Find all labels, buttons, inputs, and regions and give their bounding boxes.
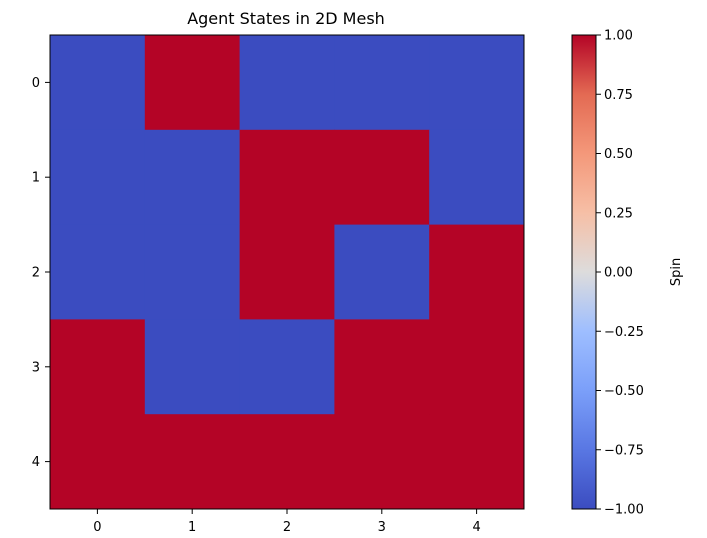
heatmap-cell-r4-c1: [144, 414, 241, 510]
heatmap-cell-r2-c2: [239, 224, 335, 320]
heatmap-cell-r1-c2: [239, 129, 335, 226]
heatmap-cell-r3-c0: [50, 319, 146, 415]
colorbar-tick-label: 0.25: [604, 206, 633, 221]
x-tick-label: 3: [378, 520, 386, 535]
x-tick-label: 1: [188, 520, 196, 535]
heatmap-cells: [50, 35, 525, 510]
heatmap-cell-r2-c0: [50, 224, 146, 320]
heatmap-cell-r3-c3: [334, 319, 430, 415]
heatmap-cell-r0-c1: [144, 35, 241, 131]
colorbar-tick-label: −0.50: [604, 384, 644, 399]
heatmap-cell-r2-c3: [334, 224, 430, 320]
chart-title: Agent States in 2D Mesh: [187, 9, 385, 28]
heatmap-cell-r3-c4: [429, 319, 525, 415]
x-tick-label: 4: [472, 520, 480, 535]
heatmap-cell-r2-c4: [429, 224, 525, 320]
heatmap-cell-r2-c1: [144, 224, 241, 320]
heatmap-cell-r0-c2: [239, 35, 335, 131]
heatmap-cell-r1-c4: [429, 129, 525, 226]
y-tick-label: 0: [32, 76, 40, 91]
y-tick-label: 4: [32, 455, 40, 470]
heatmap-cell-r4-c3: [334, 414, 430, 510]
heatmap-cell-r3-c2: [239, 319, 335, 415]
heatmap-cell-r0-c3: [334, 35, 430, 131]
heatmap-cell-r4-c4: [429, 414, 525, 510]
colorbar-tick-label: −1.00: [604, 503, 644, 518]
heatmap-cell-r1-c0: [50, 129, 146, 226]
colorbar-tick-label: −0.25: [604, 325, 644, 340]
x-tick-label: 0: [93, 520, 101, 535]
y-axis: 0 1 2 3 4: [32, 76, 50, 470]
heatmap-cell-r0-c4: [429, 35, 525, 131]
heatmap-cell-r1-c1: [144, 129, 241, 226]
colorbar-tick-label: 0.75: [604, 88, 633, 103]
heatmap-cell-r0-c0: [50, 35, 146, 131]
y-tick-label: 3: [32, 360, 40, 375]
y-tick-label: 2: [32, 266, 40, 281]
colorbar-tick-label: 1.00: [604, 29, 633, 44]
colorbar-tick-label: −0.75: [604, 443, 644, 458]
x-axis: 0 1 2 3 4: [93, 509, 481, 535]
x-tick-label: 2: [283, 520, 291, 535]
colorbar-axis: 1.00 0.75 0.50 0.25 0.00 −0.25 −0.50 −0.75 −1.00: [596, 29, 644, 518]
heatmap-cell-r4-c2: [239, 414, 335, 510]
colorbar: [571, 34, 597, 510]
colorbar-label: Spin: [669, 258, 684, 286]
y-tick-label: 1: [32, 171, 40, 186]
colorbar-tick-label: 0.50: [604, 147, 633, 162]
colorbar-tick-label: 0.00: [604, 266, 633, 281]
heatmap-cell-r1-c3: [334, 129, 430, 226]
heatmap-cell-r4-c0: [50, 414, 146, 510]
heatmap-cell-r3-c1: [144, 319, 241, 415]
